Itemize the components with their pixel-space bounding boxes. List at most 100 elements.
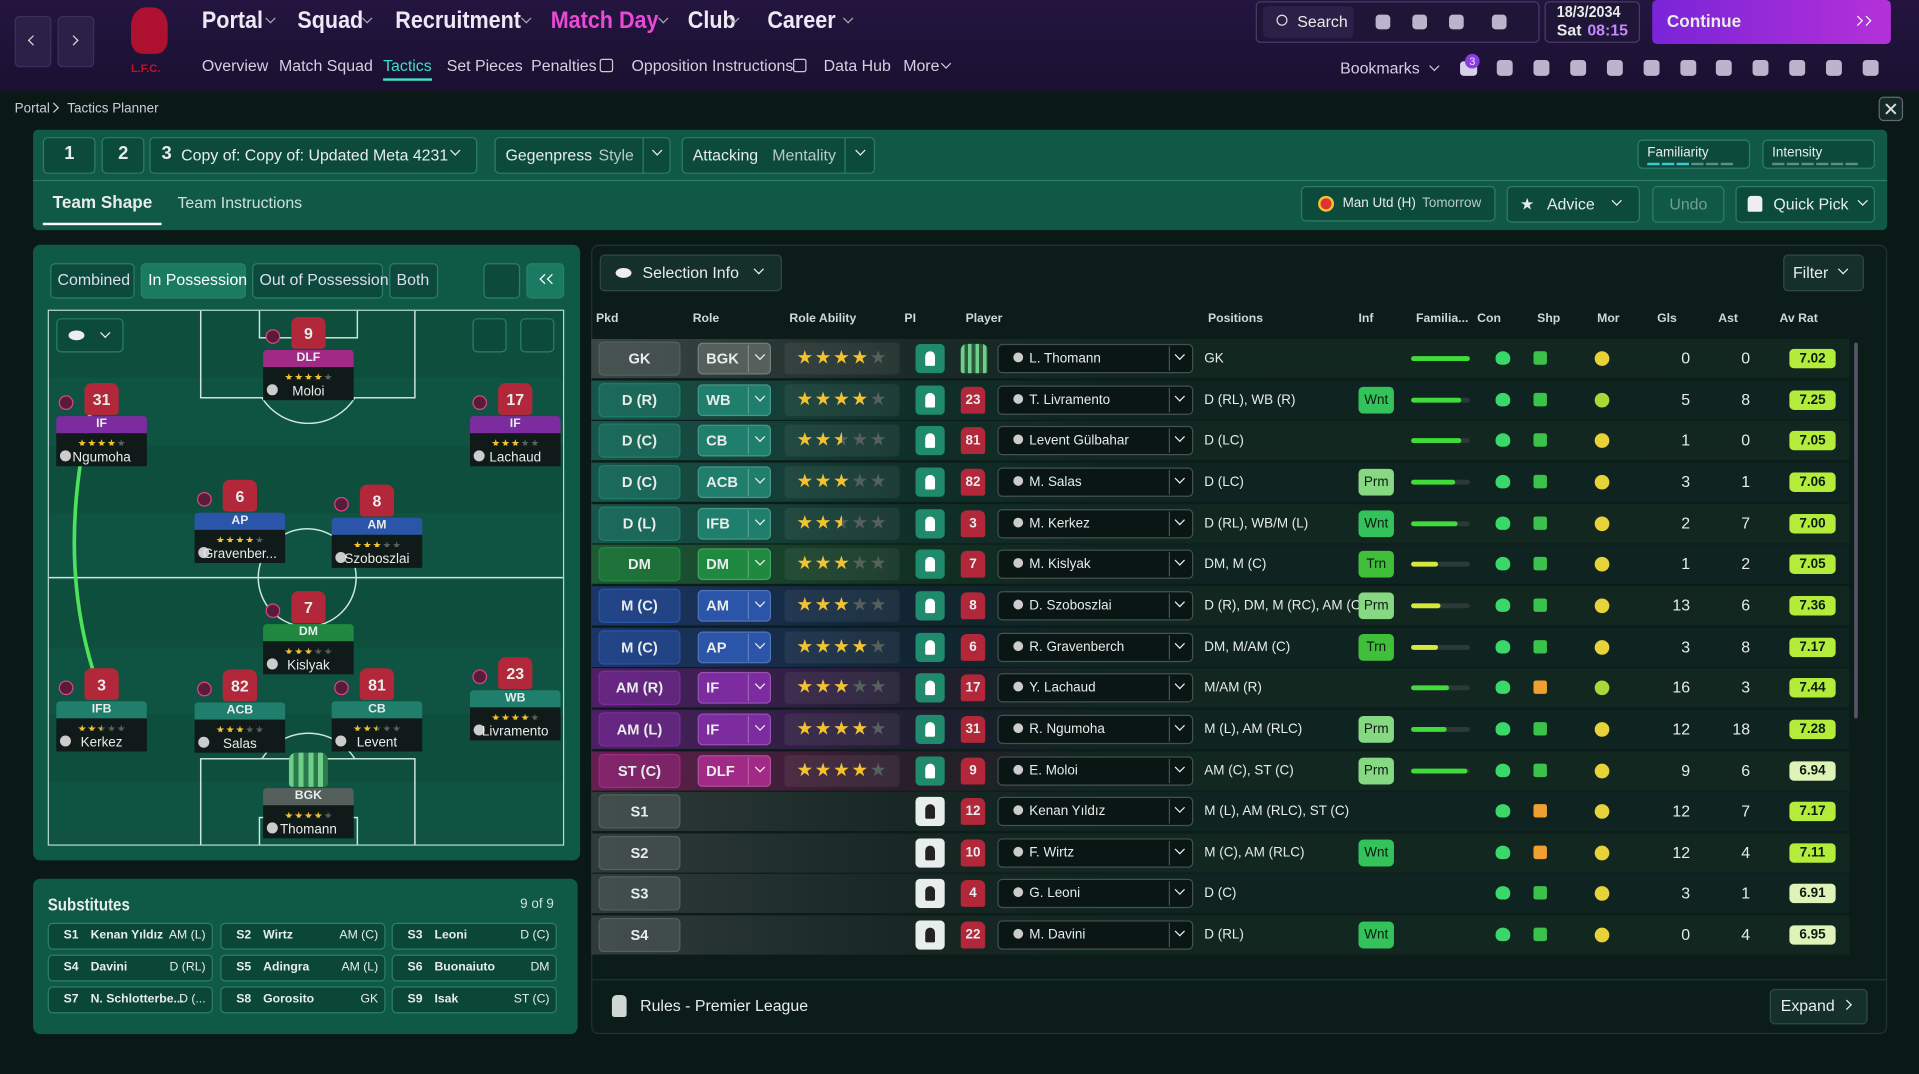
player-dropdown[interactable] [997, 673, 1194, 703]
sub-slot[interactable]: S7 N. Schlotterbe... D (... [47, 986, 213, 1014]
view-dropdown[interactable] [56, 318, 124, 353]
player-dropdown[interactable] [997, 385, 1194, 415]
sub-slot[interactable]: S8 Gorosito GK [220, 986, 386, 1014]
role-dropdown[interactable] [697, 754, 772, 787]
player-dropdown[interactable] [997, 714, 1194, 744]
player-card[interactable]: 82 ACB ★★★★★★★★★★ Salas [194, 669, 286, 753]
sub-slot[interactable]: S1 Kenan Yıldız AM (L) [47, 922, 213, 950]
column-header[interactable]: Role [692, 312, 720, 326]
player-card[interactable]: 3 IFB ★★★★★★★★★★ Kerkez [56, 668, 147, 752]
tab[interactable]: Team Instructions [177, 193, 303, 212]
pitch-tool[interactable] [472, 318, 507, 353]
filter-button[interactable] [1783, 254, 1864, 292]
sub-slot[interactable]: S6 Buonaiuto DM [391, 954, 557, 982]
player-card[interactable]: 17 IF ★★★★★★★★★★ Lachaud [469, 383, 561, 467]
view-tab[interactable] [140, 263, 246, 299]
pitch-tool[interactable] [520, 318, 555, 353]
sub-menu[interactable]: Overview [201, 56, 269, 75]
player-card[interactable]: 7 DM ★★★★★★★★★★ Kislyak [263, 591, 354, 675]
continue-button[interactable]: Continue [1652, 0, 1891, 45]
view-tab[interactable] [50, 263, 135, 299]
table-row[interactable]: S1 12 Kenan Yıldız M (L), AM (RLC), ST (C) 1… [591, 792, 1850, 832]
table-row[interactable]: D (R) WB ★★★★★★★★★★ 23 T. Livramento D (RL), … [591, 380, 1850, 420]
player-dropdown[interactable] [997, 343, 1194, 374]
player-card[interactable]: BGK ★★★★★★★★★★ Thomann [263, 752, 354, 839]
back-button[interactable] [14, 15, 52, 68]
column-header[interactable]: Av Rat [1779, 312, 1818, 326]
tab[interactable]: Team Shape [52, 192, 153, 212]
role-dropdown[interactable] [697, 630, 772, 663]
player-dropdown[interactable] [997, 549, 1194, 580]
player-dropdown[interactable] [997, 467, 1194, 497]
player-dropdown[interactable] [997, 755, 1194, 786]
table-row[interactable]: GK BGK ★★★★★★★★★★ L. Thomann GK 0 0 7.02 [591, 339, 1850, 379]
table-row[interactable]: M (C) AP ★★★★★★★★★★ 6 R. Gravenberch DM, M/AM… [591, 627, 1850, 667]
toolbar-icon[interactable] [1375, 14, 1391, 30]
role-dropdown[interactable] [697, 342, 772, 375]
sub-menu[interactable]: Opposition Instructions [631, 56, 794, 75]
player-card[interactable]: 31 IF ★★★★★★★★★★ Ngumoha [56, 383, 147, 467]
toolbar-icon[interactable] [1789, 59, 1806, 76]
player-dropdown[interactable] [997, 632, 1194, 662]
role-dropdown[interactable] [697, 713, 772, 746]
sub-menu[interactable]: Match Squad [279, 56, 373, 75]
toolbar-icon[interactable] [1752, 59, 1769, 76]
column-header[interactable]: Gls [1657, 312, 1677, 326]
view-tab[interactable] [252, 263, 384, 299]
column-header[interactable]: Role Ability [789, 312, 857, 326]
player-card[interactable]: 23 WB ★★★★★★★★★★ Livramento [469, 657, 561, 741]
pitch-tool[interactable] [483, 263, 521, 299]
table-row[interactable]: DM DM ★★★★★★★★★★ 7 M. Kislyak DM, M (C) Trn 1 2 7… [591, 544, 1850, 585]
player-card[interactable]: 6 AP ★★★★★★★★★★ Gravenber... [194, 479, 286, 563]
sub-slot[interactable]: S9 Isak ST (C) [391, 986, 557, 1014]
column-header[interactable]: Familia... [1415, 312, 1469, 326]
player-dropdown[interactable] [997, 838, 1194, 868]
bookmarks[interactable]: Bookmarks [1340, 58, 1420, 78]
expand-button[interactable] [1769, 988, 1868, 1025]
column-header[interactable]: Shp [1537, 312, 1561, 326]
table-row[interactable]: D (L) IFB ★★★★★★★★★★ 3 M. Kerkez D (RL), WB/M… [591, 503, 1850, 543]
role-dropdown[interactable] [697, 548, 772, 581]
tactic-slot[interactable] [149, 137, 478, 174]
toolbar-icon[interactable] [1533, 59, 1550, 76]
style-dropdown[interactable] [494, 137, 671, 174]
view-tab[interactable] [389, 263, 439, 299]
sub-menu[interactable]: Tactics [383, 56, 432, 75]
role-dropdown[interactable] [697, 466, 772, 499]
breadcrumb[interactable]: Portal [14, 101, 50, 117]
table-row[interactable]: S4 22 M. Davini D (RL) Wnt 0 4 6.95 [591, 915, 1850, 955]
table-row[interactable]: ST (C) DLF ★★★★★★★★★★ 9 E. Moloi AM (C), ST (… [591, 750, 1850, 790]
advice-button[interactable] [1506, 186, 1640, 223]
player-dropdown[interactable] [997, 879, 1194, 909]
column-header[interactable]: Inf [1358, 312, 1374, 326]
sub-menu[interactable]: More [903, 56, 940, 75]
tactic-slot[interactable] [42, 137, 96, 174]
table-row[interactable]: S2 10 F. Wirtz M (C), AM (RLC) Wnt 12 4 7.11 [591, 833, 1850, 873]
tactic-slot[interactable] [101, 137, 145, 174]
sub-slot[interactable]: S3 Leoni D (C) [391, 922, 557, 950]
main-menu[interactable]: Squad [297, 7, 364, 35]
sub-menu[interactable]: Set Pieces [446, 56, 523, 75]
close-button[interactable] [1878, 96, 1904, 122]
column-header[interactable]: Ast [1718, 312, 1739, 326]
main-menu[interactable]: Match Day [550, 7, 659, 35]
main-menu[interactable]: Portal [201, 7, 263, 35]
toolbar-icon[interactable] [1716, 59, 1733, 76]
role-dropdown[interactable] [697, 507, 772, 540]
sub-menu[interactable]: Penalties [531, 56, 597, 75]
sub-slot[interactable]: S2 Wirtz AM (C) [220, 922, 386, 950]
toolbar-icon[interactable] [1826, 59, 1843, 76]
player-card[interactable]: 81 CB ★★★★★★★★★★ Levent [331, 668, 423, 752]
column-header[interactable]: Player [965, 312, 1003, 326]
toolbar-icon[interactable] [1496, 59, 1513, 76]
column-header[interactable]: PI [904, 312, 916, 326]
sub-slot[interactable]: S5 Adingra AM (L) [220, 954, 386, 982]
main-menu[interactable]: Club [687, 7, 736, 35]
role-dropdown[interactable] [697, 383, 772, 416]
table-row[interactable]: S3 4 G. Leoni D (C) 3 1 6.91 [591, 874, 1850, 914]
player-dropdown[interactable] [997, 426, 1194, 456]
forward-button[interactable] [57, 15, 95, 68]
player-dropdown[interactable] [997, 508, 1194, 538]
toolbar-icon[interactable] [1643, 59, 1660, 76]
toolbar-icon[interactable] [1679, 59, 1696, 76]
